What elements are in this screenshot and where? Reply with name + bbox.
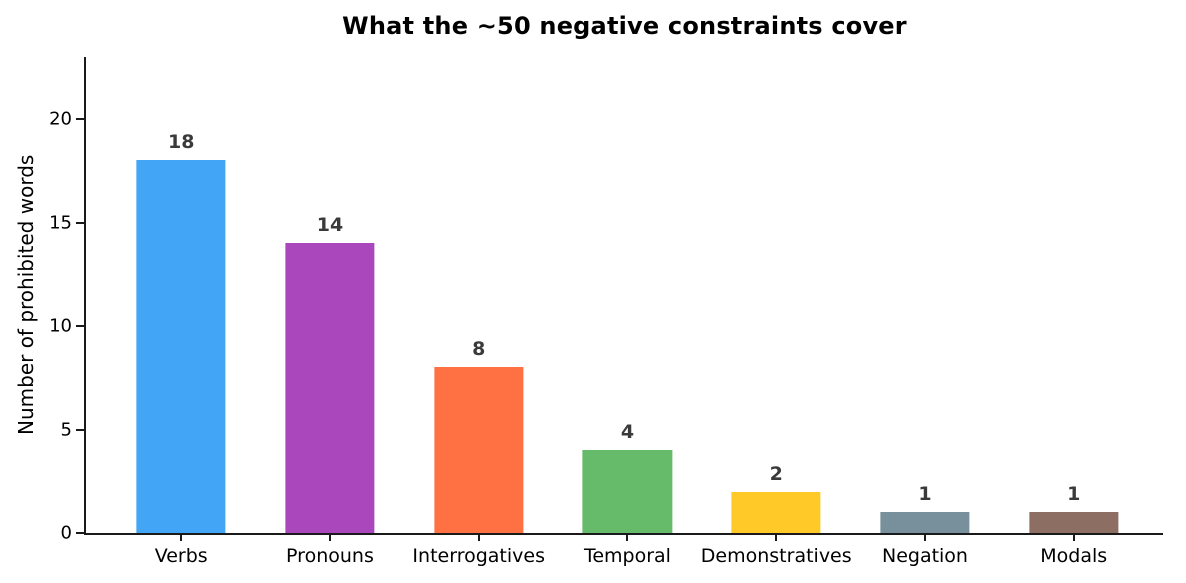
x-tick-label: Negation [881,545,968,567]
y-axis-label: Number of prohibited words [14,154,38,436]
y-tick-label: 20 [49,108,72,130]
bar-negation [880,512,970,533]
y-tick-mark [76,428,84,431]
y-axis-line [84,57,86,533]
x-tick-label: Verbs [154,545,208,567]
y-tick-mark [76,118,84,121]
y-tick-mark [76,325,84,328]
x-tick-label: Pronouns [286,545,374,567]
y-tick-label: 0 [60,522,72,544]
x-tick-label: Demonstratives [700,545,852,567]
bar-value-label: 18 [167,131,195,154]
x-tick-mark [328,533,331,541]
bar-interrogatives [434,367,524,533]
x-tick-mark [1072,533,1075,541]
bar-value-label: 2 [769,462,783,485]
x-tick-mark [626,533,629,541]
x-tick-label: Modals [1040,545,1108,567]
bar-temporal [582,450,673,533]
y-tick-label: 15 [49,212,72,234]
x-tick-mark [775,533,778,541]
bar-value-label: 1 [918,483,932,506]
bar-value-label: 1 [1067,483,1081,506]
y-tick-label: 5 [60,419,72,441]
bar-modals [1029,512,1119,533]
x-axis-line [84,533,1163,535]
x-tick-label: Interrogatives [412,545,545,567]
bar-value-label: 14 [316,214,344,237]
y-tick-mark [76,221,84,224]
x-tick-mark [180,533,183,541]
x-tick-label: Temporal [583,545,671,567]
y-tick-mark [76,532,84,534]
x-tick-mark [923,533,926,541]
bar-verbs [136,160,226,533]
bar-demonstratives [731,491,821,533]
x-tick-mark [477,533,480,541]
y-tick-label: 10 [49,315,72,337]
bar-value-label: 8 [472,338,486,361]
plot-area: 0 5 10 15 20 18 14 8 4 2 1 1 Verbs Pronouns Interrog… [49,57,1163,567]
bar-value-label: 4 [620,421,635,444]
chart-title: What the ~50 negative constraints cover [342,12,907,40]
bar-pronouns [285,243,375,533]
